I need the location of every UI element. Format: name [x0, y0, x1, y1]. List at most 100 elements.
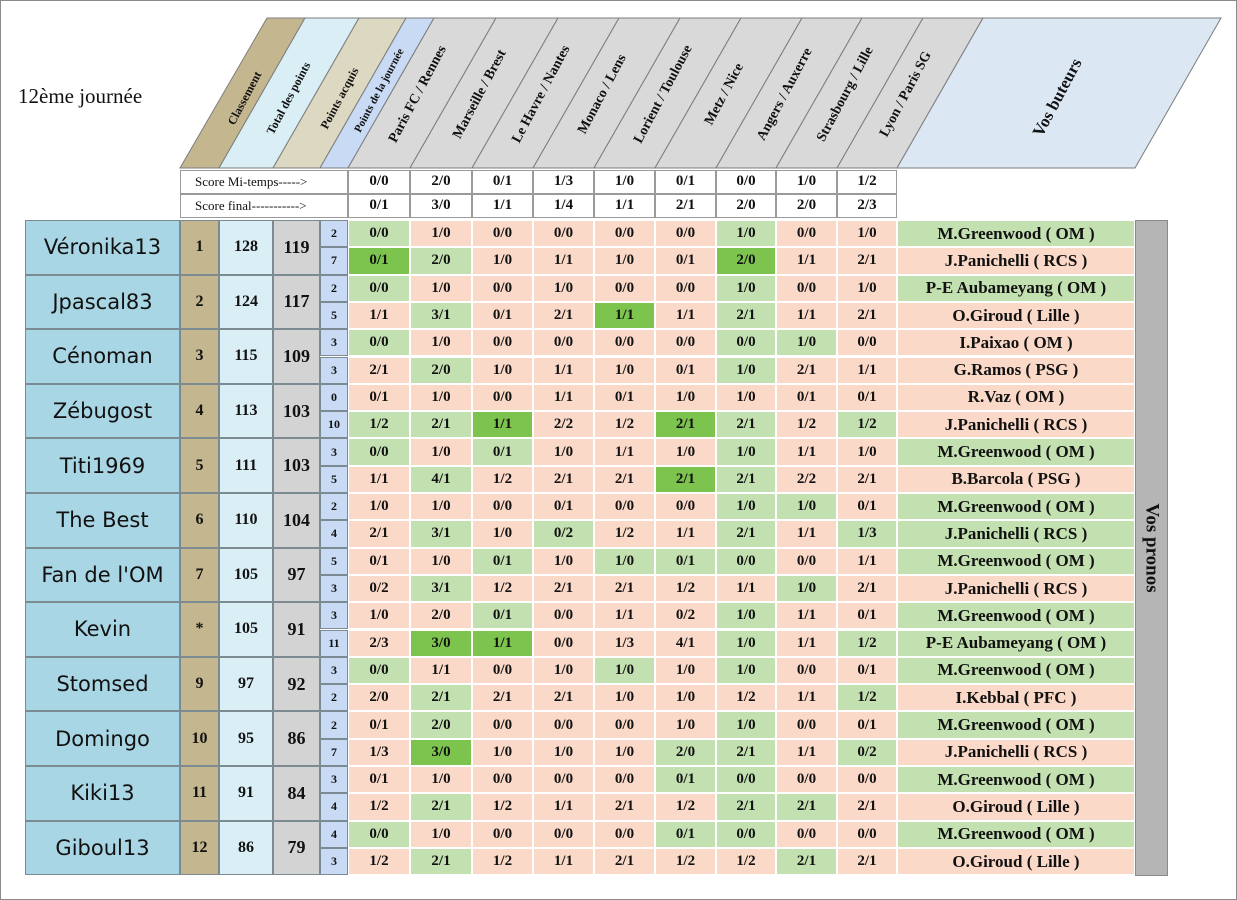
prono-cell: 1/0: [837, 274, 897, 302]
prono-cell: 1/2: [472, 574, 533, 603]
prono-cell: 1/1: [776, 247, 837, 275]
prono-cell: 0/1: [655, 356, 716, 384]
prono-cell: 1/0: [776, 493, 837, 521]
prono-cell: 4/1: [655, 629, 716, 657]
prono-cell: 1/2: [655, 574, 716, 603]
scorer-cell: M.Greenwood ( OM ): [897, 547, 1135, 575]
prono-cell: 0/1: [348, 383, 410, 412]
prono-cell: 0/0: [594, 220, 655, 248]
prono-cell: 2/0: [410, 711, 472, 739]
prono-cell: 1/1: [348, 301, 410, 330]
prono-cell: 1/2: [837, 411, 897, 439]
prono-cell: 1/1: [594, 602, 655, 630]
prono-cell: 0/0: [594, 820, 655, 848]
prono-cell: 2/1: [716, 465, 776, 493]
prono-cell: 1/2: [837, 629, 897, 657]
prono-cell: 2/1: [837, 847, 897, 876]
prono-cell: 1/0: [655, 684, 716, 712]
prono-cell: 1/3: [594, 629, 655, 657]
prono-cell: 2/0: [410, 356, 472, 384]
prono-cell: 2/1: [594, 847, 655, 876]
day-points: 5: [320, 547, 348, 575]
scorer-cell: M.Greenwood ( OM ): [897, 220, 1135, 248]
prono-cell: 1/0: [348, 602, 410, 630]
player-rank: 2: [180, 274, 219, 330]
prono-cell: 2/1: [655, 465, 716, 493]
halftime-score-label: Score Mi-temps----->: [180, 170, 348, 194]
final-score: 2/0: [716, 194, 776, 218]
prono-cell: 2/1: [837, 247, 897, 275]
prono-cell: 0/1: [348, 547, 410, 575]
prono-cell: 0/0: [594, 711, 655, 739]
player-total: 115: [219, 329, 273, 384]
prono-cell: 0/1: [776, 383, 837, 412]
prono-cell: 1/0: [472, 738, 533, 766]
prono-cell: 1/0: [594, 547, 655, 575]
prono-cell: 2/1: [410, 847, 472, 876]
prono-cell: 1/1: [776, 438, 837, 466]
day-points: 4: [320, 793, 348, 821]
player-total: 128: [219, 220, 273, 275]
halftime-score: 1/0: [594, 170, 655, 194]
halftime-score: 0/0: [348, 170, 410, 194]
halftime-score: 1/0: [776, 170, 837, 194]
prono-cell: 0/0: [472, 766, 533, 794]
prono-cell: 3/1: [410, 301, 472, 330]
prono-cell: 1/1: [655, 301, 716, 330]
day-points: 4: [320, 520, 348, 548]
prono-cell: 3/1: [410, 574, 472, 603]
day-points: 2: [320, 274, 348, 302]
prono-cell: 2/2: [776, 465, 837, 493]
player-name: Domingo: [25, 711, 180, 766]
player-acquis: 103: [273, 438, 320, 493]
prono-cell: 0/0: [348, 329, 410, 357]
day-points: 4: [320, 820, 348, 848]
prono-cell: 0/2: [348, 574, 410, 603]
prono-cell: 2/1: [837, 574, 897, 603]
prono-cell: 2/1: [348, 356, 410, 384]
prono-cell: 1/0: [776, 329, 837, 357]
prono-cell: 2/0: [348, 684, 410, 712]
halftime-score: 0/1: [472, 170, 533, 194]
prono-cell: 1/0: [716, 602, 776, 630]
prono-cell: 0/1: [655, 547, 716, 575]
prono-cell: 0/0: [716, 329, 776, 357]
vos-pronos-label: Vos pronos: [1141, 503, 1163, 593]
player-total: 86: [219, 820, 273, 876]
day-points: 11: [320, 629, 348, 657]
player-total: 105: [219, 547, 273, 603]
prono-cell: 1/0: [716, 656, 776, 685]
prono-cell: 1/1: [533, 847, 594, 876]
prono-cell: 1/2: [472, 847, 533, 876]
player-acquis: 117: [273, 274, 320, 330]
final-score: 1/1: [594, 194, 655, 218]
prono-cell: 0/0: [776, 547, 837, 575]
player-acquis: 91: [273, 602, 320, 657]
player-name: Zébugost: [25, 383, 180, 439]
prono-cell: 3/1: [410, 520, 472, 548]
prono-cell: 2/1: [410, 793, 472, 821]
prono-cell: 1/0: [410, 438, 472, 466]
prono-cell: 1/0: [533, 656, 594, 685]
prono-cell: 0/0: [533, 711, 594, 739]
halftime-score: 2/0: [410, 170, 472, 194]
prono-cell: 2/1: [410, 411, 472, 439]
prono-cell: 0/0: [594, 493, 655, 521]
day-points: 5: [320, 301, 348, 330]
player-name: Titi1969: [25, 438, 180, 493]
prono-cell: 1/2: [716, 847, 776, 876]
player-name: Jpascal83: [25, 274, 180, 330]
prono-cell: 0/0: [472, 220, 533, 248]
prono-cell: 0/0: [533, 329, 594, 357]
prono-cell: 0/0: [348, 274, 410, 302]
prono-cell: 2/1: [776, 356, 837, 384]
prono-cell: 0/0: [472, 820, 533, 848]
prono-cell: 1/3: [348, 738, 410, 766]
prono-cell: 0/2: [655, 602, 716, 630]
prono-cell: 1/2: [655, 793, 716, 821]
prono-cell: 0/0: [594, 329, 655, 357]
page-title: 12ème journée: [18, 84, 143, 108]
player-rank: 6: [180, 493, 219, 548]
day-points: 3: [320, 766, 348, 794]
prono-cell: 0/1: [837, 656, 897, 685]
